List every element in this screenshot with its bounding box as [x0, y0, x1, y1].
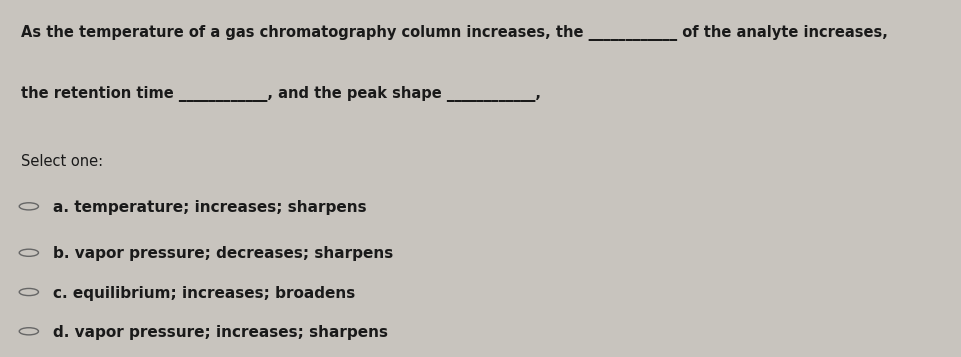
Text: the retention time ____________, and the peak shape ____________,: the retention time ____________, and the…: [21, 86, 541, 102]
Text: a. temperature; increases; sharpens: a. temperature; increases; sharpens: [53, 200, 366, 215]
Text: Select one:: Select one:: [21, 154, 103, 169]
Text: As the temperature of a gas chromatography column increases, the ____________ of: As the temperature of a gas chromatograp…: [21, 25, 887, 41]
Text: d. vapor pressure; increases; sharpens: d. vapor pressure; increases; sharpens: [53, 325, 387, 340]
Text: c. equilibrium; increases; broadens: c. equilibrium; increases; broadens: [53, 286, 355, 301]
Text: b. vapor pressure; decreases; sharpens: b. vapor pressure; decreases; sharpens: [53, 246, 393, 261]
